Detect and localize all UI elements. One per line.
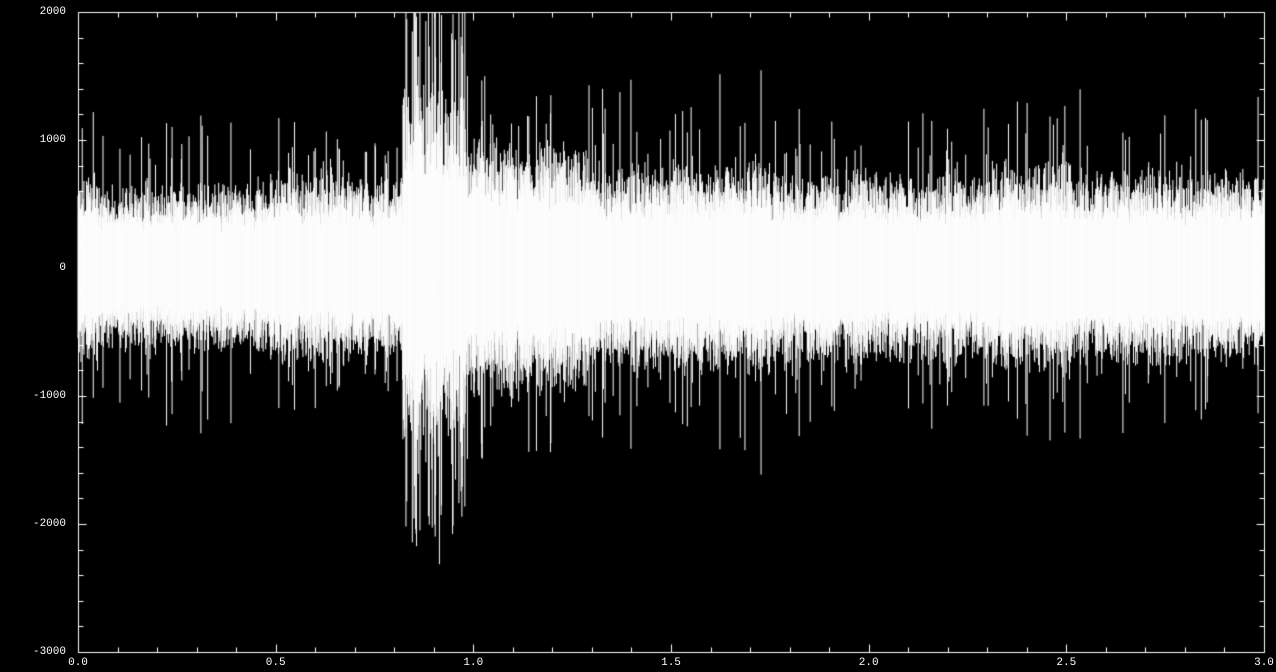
x-axis-label: 1.0 — [463, 658, 483, 669]
y-axis-label: 2000 — [0, 7, 66, 18]
y-axis-label: -3000 — [0, 647, 66, 658]
y-axis-label: -2000 — [0, 519, 66, 530]
x-axis-label: 1.5 — [661, 658, 681, 669]
x-axis-label: 2.0 — [859, 658, 879, 669]
x-axis-label: 0.0 — [68, 658, 88, 669]
x-axis-label: 2.5 — [1056, 658, 1076, 669]
x-axis-label: 0.5 — [266, 658, 286, 669]
x-axis-label: 3.0 — [1254, 658, 1274, 669]
waveform-canvas — [0, 0, 1276, 672]
y-axis-label: 0 — [0, 263, 66, 274]
y-axis-label: -1000 — [0, 391, 66, 402]
y-axis-label: 1000 — [0, 135, 66, 146]
waveform-chart: -3000 -2000 -1000 0 1000 2000 0.0 0.5 1.0 1.5 2.0 2… — [0, 0, 1276, 672]
